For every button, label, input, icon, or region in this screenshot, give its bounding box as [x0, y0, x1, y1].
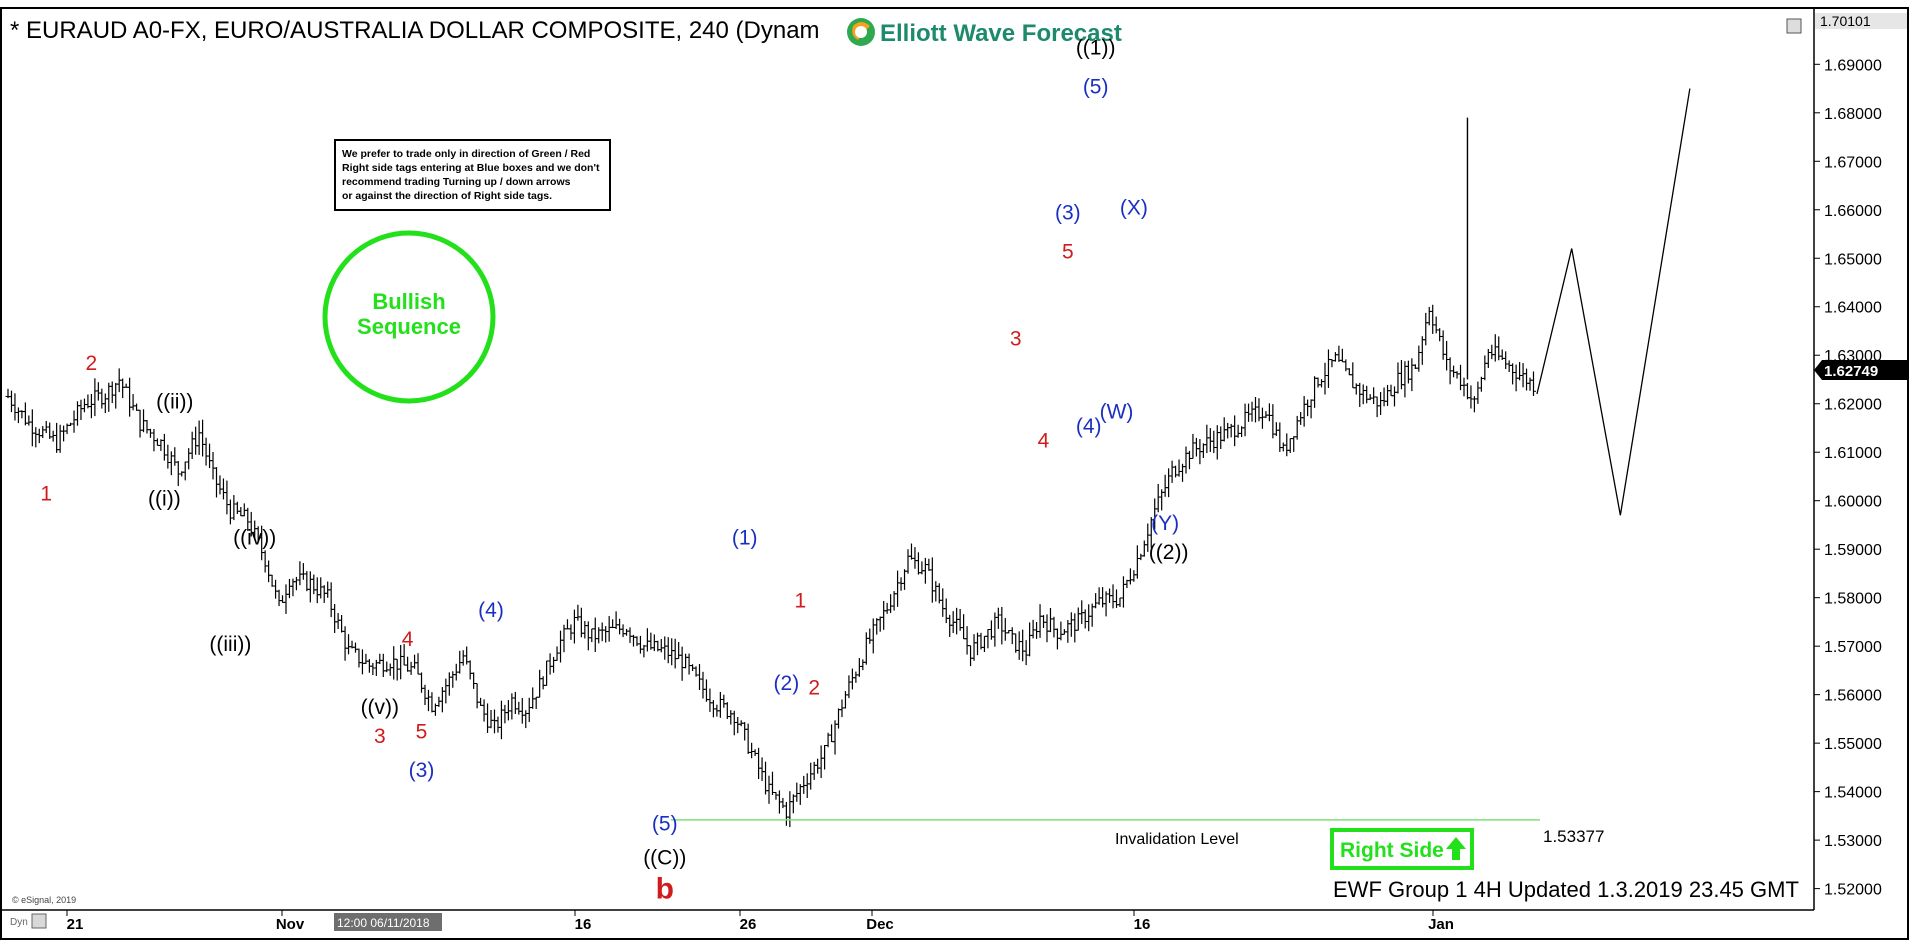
window-restore-icon[interactable] — [1786, 18, 1802, 34]
y-tick-label: 1.69000 — [1824, 57, 1882, 74]
x-tick-label: 26 — [740, 916, 757, 933]
logo-text: Elliott Wave Forecast — [880, 20, 1122, 47]
wave-label: 5 — [416, 720, 428, 743]
ewf-logo: Elliott Wave Forecast — [847, 18, 1122, 47]
y-tick-label: 1.66000 — [1824, 203, 1882, 220]
wave-label: ((v)) — [361, 696, 399, 719]
wave-labels: 1 2 ((i)) ((ii)) ((iii)) ((iv)) ((v)) 3 4 5 (3) (4)… — [40, 37, 1188, 906]
wave-label: ((iii)) — [209, 633, 251, 656]
wave-label: 3 — [374, 725, 386, 748]
wave-label: (5) — [652, 812, 678, 835]
y-tick-label: 1.60000 — [1824, 494, 1882, 511]
up-arrow-icon — [1446, 837, 1466, 860]
logo-globe-inner — [855, 26, 867, 38]
y-tick-label: 1.58000 — [1824, 591, 1882, 608]
bullish-sequence-badge: Bullish Sequence — [322, 230, 496, 404]
dyn-tag: Dyn — [10, 917, 28, 928]
mini-nav-icon[interactable] — [31, 913, 47, 929]
x-tick-label: Nov — [276, 916, 305, 933]
wave-label: (2) — [774, 672, 800, 695]
projection-path — [1536, 88, 1691, 516]
y-tick-label: 1.57000 — [1824, 639, 1882, 656]
price-bars — [5, 117, 1536, 828]
price-axis: 1.52000 1.53000 1.54000 1.55000 1.56000 1.570… — [1814, 57, 1882, 899]
x-tick-label: 21 — [67, 916, 84, 933]
right-side-label: Right Side — [1340, 839, 1444, 862]
note-line-2: Right side tags entering at Blue boxes a… — [342, 162, 600, 174]
copyright-text: © eSignal, 2019 — [12, 895, 76, 905]
current-price-label: 1.62749 — [1824, 363, 1878, 380]
wave-label: (5) — [1083, 75, 1109, 98]
time-axis: 21 Nov 16 26 Dec 16 Jan — [66, 910, 1454, 933]
note-box-frame — [334, 139, 611, 211]
bullish-line-2: Sequence — [357, 314, 461, 339]
top-price-box — [1815, 13, 1907, 29]
x-tick-label: 16 — [1134, 916, 1151, 933]
invalidation-label: Invalidation Level — [1115, 831, 1239, 848]
wave-label: ((ii)) — [156, 391, 193, 414]
note-line-3: recommend trading Turning up / down arro… — [342, 176, 571, 188]
note-line-1: We prefer to trade only in direction of … — [342, 148, 590, 160]
footer-updated-text: EWF Group 1 4H Updated 1.3.2019 23.45 GM… — [1333, 877, 1799, 902]
wave-label: ((2)) — [1149, 541, 1189, 564]
wave-label: (3) — [1055, 201, 1081, 224]
y-tick-label: 1.56000 — [1824, 688, 1882, 705]
wave-label: 4 — [402, 628, 414, 651]
wave-label: 3 — [1010, 328, 1022, 351]
wave-label: 2 — [808, 677, 820, 700]
y-tick-label: 1.53000 — [1824, 833, 1882, 850]
wave-label: 2 — [86, 352, 98, 375]
wave-label: 1 — [794, 589, 806, 612]
y-tick-label: 1.64000 — [1824, 300, 1882, 317]
wave-label: 1 — [40, 483, 52, 506]
wave-label: (W) — [1100, 400, 1134, 423]
chart-title: * EURAUD A0-FX, EURO/AUSTRALIA DOLLAR CO… — [10, 17, 820, 44]
wave-label: (1) — [732, 526, 758, 549]
wave-label: b — [656, 872, 674, 905]
note-box: We prefer to trade only in direction of … — [334, 139, 611, 211]
wave-label: ((1)) — [1076, 37, 1116, 60]
y-tick-label: 1.67000 — [1824, 154, 1882, 171]
x-tick-label: Dec — [866, 916, 894, 933]
wave-label: (3) — [409, 759, 435, 782]
right-side-frame — [1330, 828, 1474, 870]
wave-label: (Y) — [1151, 512, 1179, 535]
y-tick-label: 1.65000 — [1824, 251, 1882, 268]
y-tick-label: 1.55000 — [1824, 736, 1882, 753]
wave-label: (4) — [478, 599, 504, 622]
bullish-circle — [322, 230, 496, 404]
wave-label: ((i)) — [148, 488, 181, 511]
y-tick-label: 1.68000 — [1824, 106, 1882, 123]
bullish-line-1: Bullish — [372, 289, 445, 314]
projection-polyline — [1536, 88, 1691, 516]
note-line-4: or against the direction of Right side t… — [342, 190, 552, 202]
cursor-time-label: 12:00 06/11/2018 — [337, 916, 430, 930]
y-tick-label: 1.61000 — [1824, 445, 1882, 462]
y-tick-label: 1.59000 — [1824, 542, 1882, 559]
current-price-marker: 1.62749 — [1814, 360, 1907, 380]
wave-label: (X) — [1120, 197, 1148, 220]
y-tick-label: 1.52000 — [1824, 882, 1882, 899]
wave-label: 4 — [1038, 429, 1050, 452]
y-tick-label: 1.62000 — [1824, 397, 1882, 414]
x-tick-label: 16 — [575, 916, 592, 933]
right-side-tag: Right Side — [1330, 828, 1474, 870]
cursor-time-box — [334, 913, 442, 931]
invalidation-value: 1.53377 — [1543, 827, 1604, 846]
x-tick-label: Jan — [1428, 916, 1454, 933]
chart-frame — [0, 7, 1909, 940]
wave-label: ((C)) — [643, 846, 686, 869]
top-right-price: 1.70101 — [1820, 13, 1871, 29]
current-price-arrow — [1814, 360, 1907, 380]
wave-label: (4) — [1076, 415, 1102, 438]
y-tick-label: 1.54000 — [1824, 785, 1882, 802]
wave-label: 5 — [1062, 240, 1074, 263]
wave-label: ((iv)) — [233, 526, 276, 549]
